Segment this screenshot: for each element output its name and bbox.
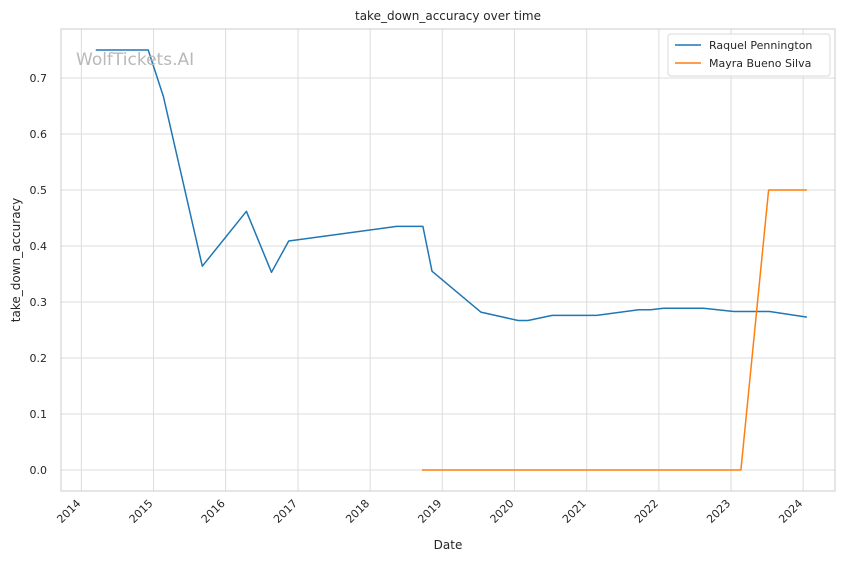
y-tick-label: 0.1: [30, 408, 48, 421]
x-tick-label: 2024: [776, 497, 805, 526]
plot-background: [61, 29, 835, 491]
x-tick-label: 2019: [415, 497, 444, 526]
y-axis-label: take_down_accuracy: [9, 198, 23, 322]
x-tick-label: 2016: [199, 497, 228, 526]
chart-title: take_down_accuracy over time: [355, 9, 541, 23]
series-layer: [95, 49, 808, 471]
legend: Raquel Pennington Mayra Bueno Silva: [667, 33, 831, 77]
x-tick-label: 2014: [54, 497, 83, 526]
legend-label-mayra-bueno-silva: Mayra Bueno Silva: [709, 57, 811, 70]
y-tick-label: 0.0: [30, 464, 48, 477]
y-tick-label: 0.2: [30, 352, 48, 365]
y-tick-label: 0.7: [30, 72, 48, 85]
plot-frame: [60, 28, 836, 492]
series-line-mayra-bueno-silva: [421, 189, 807, 471]
watermark: WolfTickets.AI: [76, 50, 194, 70]
series-line-raquel-pennington: [95, 49, 808, 322]
y-tick-label: 0.4: [30, 240, 48, 253]
x-tick-label: 2020: [488, 497, 517, 526]
x-tick-label: 2018: [343, 497, 372, 526]
x-tick-label: 2015: [127, 497, 156, 526]
y-tick-label: 0.6: [30, 128, 48, 141]
legend-box: [667, 33, 831, 77]
y-tick-label: 0.3: [30, 296, 48, 309]
grid: [61, 29, 835, 491]
x-axis-label: Date: [434, 538, 463, 552]
tick-labels: 2014 2015 2016 2017 2018 2019 2020 2021 2022 2023…: [30, 72, 806, 526]
y-tick-label: 0.5: [30, 184, 48, 197]
x-tick-label: 2022: [632, 497, 661, 526]
x-tick-label: 2017: [271, 497, 300, 526]
x-tick-label: 2023: [704, 497, 733, 526]
x-tick-label: 2021: [560, 497, 589, 526]
legend-label-raquel-pennington: Raquel Pennington: [709, 39, 812, 52]
